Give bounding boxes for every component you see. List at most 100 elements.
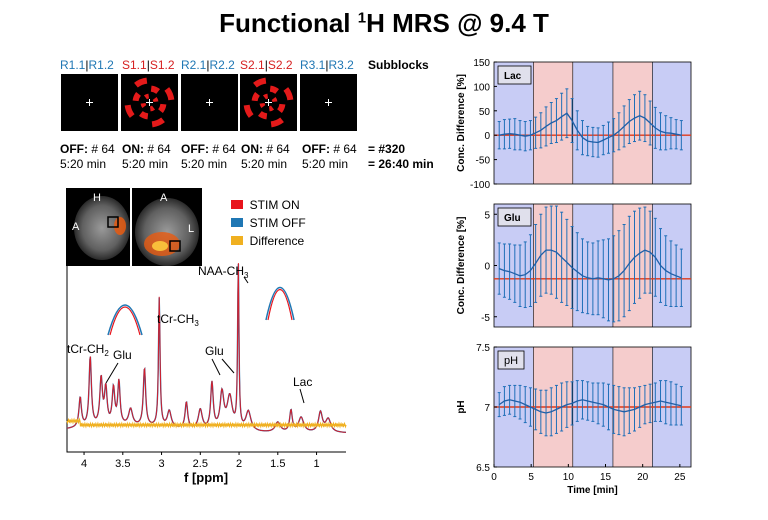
chart-title: pH bbox=[504, 355, 518, 367]
tcr2-label: tCr-CH2 bbox=[67, 342, 109, 358]
difference-spectrum bbox=[66, 417, 347, 429]
inset-naa-on bbox=[267, 288, 293, 321]
voxel-marker-1 bbox=[107, 216, 119, 228]
legend-swatch bbox=[231, 236, 243, 245]
spectrum-tick-label: 1.5 bbox=[270, 458, 285, 470]
checker-segment bbox=[251, 92, 260, 102]
glu-arrow-2a bbox=[211, 358, 221, 376]
glu-arrow-1 bbox=[105, 362, 119, 384]
checker-segment bbox=[259, 102, 266, 109]
checker-segment bbox=[132, 92, 141, 102]
checkerboard-stimulus-icon bbox=[243, 77, 294, 128]
mri-label-h: H bbox=[93, 192, 101, 204]
chart-title-box bbox=[497, 350, 525, 370]
spectrum-tick-label: 3.5 bbox=[115, 458, 130, 470]
block-info-total: = #320 = 26:40 min bbox=[368, 142, 434, 171]
checker-segment bbox=[124, 104, 135, 118]
x-axis-label: Time [min] bbox=[567, 485, 617, 496]
x-tick-label: 10 bbox=[563, 472, 575, 483]
subblock-label-4: S2.1|S2.2 bbox=[240, 58, 293, 72]
condition-band bbox=[533, 204, 573, 327]
spectrum-tick-label: 2.5 bbox=[193, 458, 208, 470]
checker-segment bbox=[152, 96, 159, 103]
x-tick-label: 20 bbox=[637, 472, 649, 483]
stim-block-2 bbox=[240, 74, 297, 131]
legend-swatch bbox=[231, 200, 243, 209]
checker-segment bbox=[269, 85, 279, 94]
checker-segment bbox=[258, 111, 268, 120]
checker-segment bbox=[283, 87, 294, 101]
naa-arrow bbox=[243, 276, 249, 284]
lac-timecourse-chart: -100 -50 0 50 100 150 Lac Conc. Difference [%] bbox=[456, 58, 692, 191]
spectrum-tick-label: 3 bbox=[158, 458, 164, 470]
glu-timecourse-chart: -5 0 5 Glu Conc. Difference [%] bbox=[456, 203, 692, 328]
spectrum-axes bbox=[66, 260, 346, 453]
condition-band bbox=[572, 62, 613, 184]
subblock-label-1: R1.1|R1.2 bbox=[60, 58, 114, 72]
y-tick-label: 0 bbox=[484, 131, 490, 142]
crosshair-icon bbox=[206, 99, 213, 106]
checker-segment bbox=[143, 93, 150, 100]
mri-label-a1: A bbox=[72, 221, 80, 233]
glu-arrow-2b bbox=[221, 358, 235, 374]
y-tick-label: 7 bbox=[484, 403, 490, 414]
checker-segment bbox=[164, 87, 175, 101]
y-axis-label: Conc. Difference [%] bbox=[456, 74, 467, 172]
block-info-1: OFF: # 64 5:20 min bbox=[60, 142, 115, 171]
spectrum-xticks: 4 3.5 3 2.5 2 1.5 1 bbox=[81, 452, 320, 470]
checker-segment bbox=[134, 77, 148, 88]
voxel-marker-2 bbox=[169, 240, 181, 252]
mri-label-l: L bbox=[188, 223, 194, 235]
stim-block-1 bbox=[121, 74, 178, 131]
chart-title-box bbox=[497, 207, 532, 227]
subblocks-heading: Subblocks bbox=[368, 58, 429, 72]
checker-segment bbox=[243, 104, 254, 118]
checker-segment bbox=[150, 85, 160, 94]
checker-segment bbox=[140, 102, 147, 109]
block-info-4: ON: # 64 5:20 min bbox=[241, 142, 290, 171]
y-tick-label: -5 bbox=[481, 313, 490, 324]
inset-naa-off bbox=[265, 286, 295, 321]
lac-arrow bbox=[299, 388, 305, 404]
subblock-label-3: R2.1|R2.2 bbox=[181, 58, 235, 72]
checker-segment bbox=[262, 93, 269, 100]
subblock-label-2: S1.1|S1.2 bbox=[122, 58, 175, 72]
mean-line bbox=[498, 399, 682, 414]
tcr3-label: tCr-CH3 bbox=[157, 312, 199, 328]
lac-label: Lac bbox=[293, 375, 312, 389]
block-info-3: OFF: # 64 5:20 min bbox=[181, 142, 236, 171]
crosshair-icon bbox=[325, 99, 332, 106]
figure-title: Functional 1H MRS @ 9.4 T bbox=[219, 8, 549, 38]
spectrum-tick-label: 4 bbox=[81, 458, 87, 470]
checker-segment bbox=[158, 103, 167, 113]
y-tick-label: 5 bbox=[484, 210, 490, 221]
mean-line bbox=[498, 249, 682, 281]
checker-segment bbox=[139, 111, 149, 120]
y-tick-label: -100 bbox=[470, 180, 490, 191]
condition-band bbox=[652, 62, 691, 184]
spectrum-tick-label: 1 bbox=[313, 458, 319, 470]
chart-title: Glu bbox=[504, 213, 521, 224]
naa-label: NAA-CH3 bbox=[198, 264, 249, 280]
y-axis-label: Conc. Difference [%] bbox=[456, 217, 467, 315]
x-tick-label: 15 bbox=[600, 472, 612, 483]
checkerboard-stimulus-icon bbox=[124, 77, 175, 128]
activation-map-1 bbox=[114, 217, 126, 235]
x-tick-label: 25 bbox=[674, 472, 686, 483]
mri-label-a2: A bbox=[160, 192, 168, 204]
checker-segment bbox=[253, 77, 267, 88]
mri-divider bbox=[130, 188, 132, 266]
inset-peak-on bbox=[109, 306, 141, 336]
checker-segment bbox=[271, 96, 278, 103]
legend-swatch bbox=[231, 218, 243, 227]
checker-segment bbox=[270, 117, 284, 128]
activation-hotspot bbox=[152, 241, 168, 251]
checker-segment bbox=[277, 103, 286, 113]
legend-stim-off: STIM OFF bbox=[231, 216, 306, 230]
block-info-2: ON: # 64 5:20 min bbox=[122, 142, 171, 171]
condition-band bbox=[533, 62, 573, 184]
block-info-5: OFF: # 64 5:20 min bbox=[302, 142, 357, 171]
spectrum-xlabel: f [ppm] bbox=[184, 470, 228, 485]
condition-band bbox=[612, 204, 653, 327]
